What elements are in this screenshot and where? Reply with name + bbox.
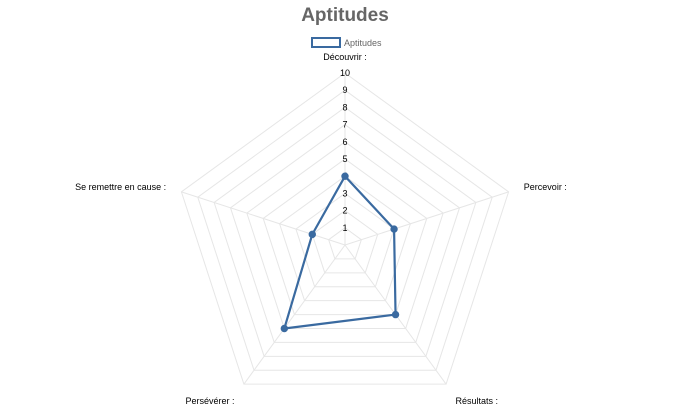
- tick-label-3: 3: [342, 188, 347, 198]
- tick-label-1: 1: [342, 223, 347, 233]
- tick-label-7: 7: [342, 120, 347, 130]
- tick-label-6: 6: [342, 137, 347, 147]
- axis-label-3: Résultats :: [456, 396, 499, 406]
- tick-label-9: 9: [342, 85, 347, 95]
- data-point-2[interactable]: [390, 225, 398, 233]
- legend-swatch[interactable]: [311, 37, 341, 48]
- grid-ring-10: [180, 72, 510, 385]
- chart-title: Aptitudes: [301, 5, 389, 26]
- grid-ring-5: [262, 158, 428, 316]
- grid-ring-7: [229, 123, 461, 343]
- data-point-5[interactable]: [308, 230, 316, 239]
- data-point-1[interactable]: [341, 172, 349, 180]
- axis-label-4: Persévérer :: [185, 396, 234, 406]
- series-layer: [280, 172, 400, 333]
- grid-ring-6: [246, 141, 444, 329]
- grid-ring-1: [328, 227, 362, 260]
- grid-ring-4: [278, 175, 412, 302]
- axis-labels: Découvrir : Percevoir : Résultats : Persévé…: [75, 52, 567, 406]
- axis-label-2: Percevoir :: [524, 182, 567, 192]
- grid-ring-2: [311, 209, 379, 274]
- series-line-1: [283, 175, 397, 330]
- tick-label-10: 10: [340, 68, 350, 78]
- grid-ring-9: [197, 89, 493, 371]
- axis-label-1: Découvrir :: [323, 52, 367, 62]
- grid-ring-8: [213, 106, 477, 357]
- grid-spoke-4: [243, 244, 346, 385]
- grid-spoke-5: [181, 191, 346, 246]
- tick-label-2: 2: [342, 206, 347, 216]
- grid-ring-3: [295, 192, 395, 288]
- tick-label-5: 5: [342, 154, 347, 164]
- tick-label-8: 8: [342, 102, 347, 112]
- data-point-4[interactable]: [280, 324, 289, 333]
- legend[interactable]: Aptitudes: [311, 37, 382, 48]
- axis-label-5: Se remettre en cause :: [75, 182, 166, 192]
- data-point-3[interactable]: [391, 310, 400, 319]
- grid-spoke-2: [344, 191, 509, 246]
- legend-label[interactable]: Aptitudes: [344, 38, 382, 48]
